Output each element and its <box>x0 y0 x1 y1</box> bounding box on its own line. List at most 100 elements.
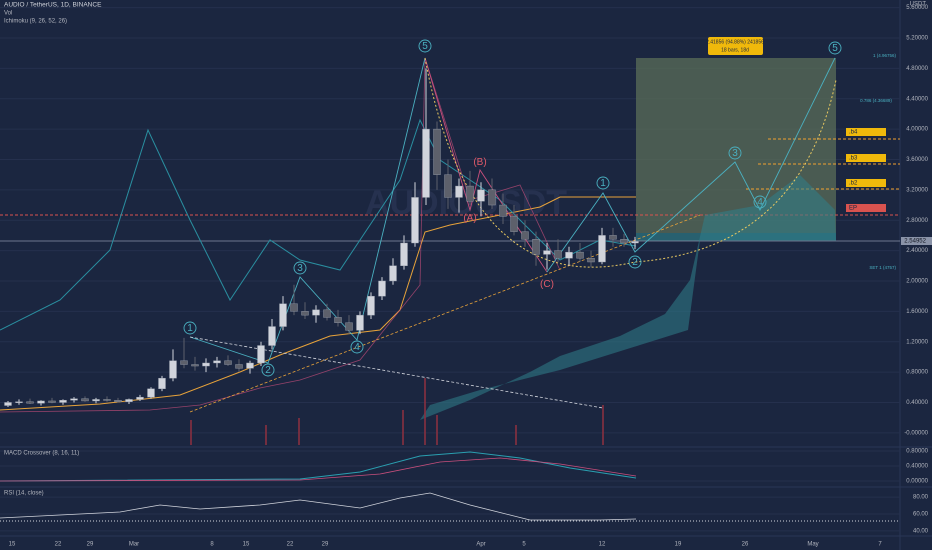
target-tag <box>846 128 886 136</box>
x-tick-label: Mar <box>129 542 139 548</box>
candle-body <box>224 360 232 365</box>
y-tick-label: 3.60000 <box>906 157 928 163</box>
y-tick-label: 0.40000 <box>906 464 928 470</box>
x-tick-label: 19 <box>675 542 682 548</box>
candle-body <box>213 360 221 364</box>
candle-body <box>598 235 606 263</box>
indicator-name: RSI (14, close) <box>4 491 44 497</box>
candle-body <box>466 185 474 202</box>
kijun-line <box>0 196 636 411</box>
candle-body <box>576 251 584 259</box>
wave-circle <box>293 261 307 275</box>
candle-body <box>422 128 430 198</box>
y-tick-label: 4.00000 <box>906 127 928 133</box>
candle-body <box>114 399 122 402</box>
candle-body <box>103 399 111 401</box>
indicator-name: Ichimoku (9, 26, 52, 26) <box>4 19 67 25</box>
candle-body <box>180 360 188 365</box>
x-tick-label: 15 <box>243 542 250 548</box>
wave-label: 1 <box>187 323 193 334</box>
y-tick-label: 2.00000 <box>906 279 928 285</box>
candle-body <box>587 257 595 263</box>
candle-body <box>235 364 243 369</box>
y-tick-label: 5.20000 <box>906 36 928 42</box>
wave-circle <box>350 340 364 354</box>
x-tick-label: 29 <box>87 542 94 548</box>
candle-body <box>411 197 419 244</box>
fib-label: 0.786 (4.36689) <box>860 98 892 103</box>
candle-body <box>15 401 23 403</box>
candle-body <box>169 360 177 379</box>
candle-body <box>147 388 155 398</box>
x-tick-label: 8 <box>210 542 214 548</box>
wave-label: 4 <box>757 197 763 208</box>
candle-body <box>609 235 617 240</box>
candle-body <box>312 309 320 316</box>
candle-body <box>301 311 309 316</box>
candle-body <box>620 239 628 244</box>
x-tick-label: 15 <box>9 542 16 548</box>
wave-circle <box>596 176 610 190</box>
wave-circle <box>261 363 275 377</box>
currency: USDT <box>910 2 927 8</box>
target-tag <box>846 179 886 187</box>
target-tag <box>846 204 886 212</box>
y-tick-label: 1.20000 <box>906 339 928 345</box>
candle-body <box>37 400 45 404</box>
candle-body <box>345 322 353 331</box>
y-tick-label: 1.60000 <box>906 309 928 315</box>
wave-label: 4 <box>354 342 360 353</box>
candle-body <box>565 251 573 259</box>
indicator-name: MACD Crossover (8, 16, 11) <box>4 451 79 457</box>
rsi-line <box>0 492 637 521</box>
candle-body <box>389 265 397 282</box>
candle-body <box>323 309 331 318</box>
candle-body <box>92 399 100 402</box>
y-tick-label: 0.80000 <box>906 449 928 455</box>
candle-body <box>532 239 540 255</box>
y-tick-label: 2.40000 <box>906 248 928 254</box>
y-tick-label: 0.40000 <box>906 400 928 406</box>
wave-circle <box>828 41 842 55</box>
candle-body <box>444 174 452 198</box>
impulse-wave <box>189 57 426 364</box>
indicator-name: Vol <box>4 11 12 17</box>
projected-wave <box>546 57 836 273</box>
last-price: 2.54952 <box>904 239 926 245</box>
chart-title: AUDIO / TetherUS, 1D, BINANCE <box>4 2 102 9</box>
candle-body <box>202 362 210 367</box>
target-label: .b3 <box>849 156 858 162</box>
tenkan-line <box>0 57 561 413</box>
candle-body <box>136 396 144 400</box>
candle-body <box>257 345 265 364</box>
x-tick-label: 22 <box>287 542 294 548</box>
candle-body <box>290 303 298 312</box>
wave-label: 5 <box>832 43 838 54</box>
candle-body <box>191 364 199 367</box>
y-tick-label: 3.20000 <box>906 187 928 193</box>
candle-body <box>125 399 133 402</box>
candle-body <box>499 204 507 217</box>
wave-label: 5 <box>422 41 428 52</box>
candle-body <box>26 401 34 404</box>
wave-circle <box>183 321 197 335</box>
wave-label: 2 <box>265 365 271 376</box>
candle-body <box>510 216 518 232</box>
y-tick-label: 4.40000 <box>906 96 928 102</box>
macd-line <box>0 451 637 482</box>
wave-label: (C) <box>540 279 554 290</box>
candle-body <box>378 280 386 297</box>
wave-label: 1 <box>600 178 606 189</box>
candle-body <box>455 185 463 198</box>
y-tick-label: 80.00 <box>913 495 929 501</box>
price-tag <box>901 237 932 245</box>
candle-body <box>554 250 562 259</box>
candle-body <box>81 398 89 402</box>
candle-body <box>631 241 639 244</box>
candle-body <box>400 242 408 266</box>
y-tick-label: 60.00 <box>913 512 929 518</box>
x-tick-label: 26 <box>742 542 749 548</box>
candle-body <box>521 231 529 240</box>
wave-circle <box>628 255 642 269</box>
